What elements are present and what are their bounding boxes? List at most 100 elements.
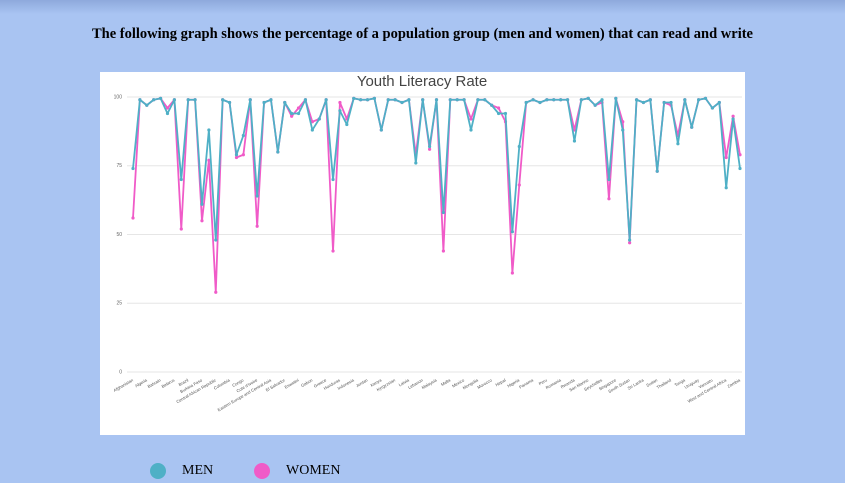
data-point <box>586 96 590 100</box>
data-point <box>738 166 742 171</box>
data-point <box>331 249 335 253</box>
data-point <box>290 114 294 118</box>
data-point <box>565 98 570 102</box>
x-tick-label: Peru <box>538 377 549 386</box>
data-point <box>179 227 183 231</box>
y-tick-label: 100 <box>114 94 123 100</box>
data-point <box>545 98 549 102</box>
data-point <box>579 98 583 102</box>
data-point <box>628 241 632 245</box>
data-point <box>483 98 487 102</box>
x-tick-label: Zambia <box>726 377 741 389</box>
data-point <box>621 128 625 132</box>
data-point <box>517 183 521 187</box>
x-tick-label: Greece <box>313 377 328 389</box>
data-point <box>290 111 294 116</box>
data-point <box>407 98 411 102</box>
data-point <box>607 197 611 201</box>
data-point <box>455 98 459 102</box>
data-point <box>593 103 597 107</box>
data-point <box>379 128 383 132</box>
data-point <box>317 117 321 121</box>
x-tick-label: Nepal <box>495 377 507 387</box>
data-point <box>731 117 735 121</box>
data-point <box>241 133 245 138</box>
data-point <box>303 98 308 102</box>
data-point <box>469 128 473 132</box>
data-point <box>207 128 211 132</box>
x-tick-label: Belarus <box>161 377 176 388</box>
data-point <box>538 100 542 105</box>
data-point <box>614 96 618 100</box>
data-point <box>207 158 211 162</box>
x-tick-label: Congo <box>231 377 245 388</box>
data-point <box>359 98 363 102</box>
y-tick-label: 50 <box>116 232 122 238</box>
data-point <box>338 100 342 105</box>
data-point <box>496 111 501 116</box>
data-point <box>262 100 266 105</box>
data-point <box>414 161 418 165</box>
data-point <box>179 177 183 182</box>
chart-title: Youth Literacy Rate <box>357 73 487 90</box>
data-point <box>710 106 715 110</box>
x-tick-label: Mexico <box>451 377 466 388</box>
legend-label: MEN <box>182 463 213 478</box>
x-tick-label: Malta <box>440 377 452 387</box>
data-point <box>158 96 163 100</box>
data-point <box>662 100 666 105</box>
data-point <box>200 202 204 206</box>
data-point <box>703 96 708 100</box>
data-point <box>428 147 432 151</box>
data-point <box>441 210 445 215</box>
data-point <box>552 98 556 102</box>
y-tick-label: 0 <box>119 369 122 375</box>
data-point <box>145 103 149 107</box>
data-point <box>214 290 218 294</box>
x-tick-label: Tonga <box>673 377 686 387</box>
data-point <box>524 100 528 105</box>
data-point <box>165 111 170 116</box>
data-point <box>421 98 425 102</box>
data-point <box>434 98 439 102</box>
data-point <box>690 125 694 129</box>
legend-marker <box>254 463 270 479</box>
data-point <box>255 194 259 198</box>
data-point <box>697 98 701 102</box>
data-point <box>724 155 728 160</box>
y-tick-label: 75 <box>116 163 122 169</box>
x-tick-label: Nigeria <box>506 377 521 388</box>
data-point <box>448 98 452 102</box>
data-point <box>234 153 239 157</box>
data-point <box>648 98 652 102</box>
x-tick-label: Jordan <box>355 377 369 388</box>
data-point <box>186 98 190 102</box>
data-point <box>462 98 466 102</box>
data-point <box>428 144 432 149</box>
data-point <box>269 98 273 102</box>
data-point <box>600 98 604 102</box>
data-point <box>634 98 639 102</box>
x-tick-label: Latvia <box>398 377 411 387</box>
data-point <box>131 166 135 171</box>
data-point <box>283 100 287 105</box>
data-point <box>386 98 390 102</box>
data-point <box>724 186 728 190</box>
x-tick-label: Gabon <box>300 377 314 388</box>
y-tick-label: 25 <box>116 301 122 307</box>
legend-marker <box>150 463 166 479</box>
data-point <box>607 177 611 182</box>
data-point <box>393 98 397 102</box>
data-point <box>476 98 480 102</box>
x-tick-label: Sudan <box>645 377 659 388</box>
data-point <box>234 155 239 160</box>
data-point <box>172 98 176 102</box>
data-point <box>372 96 377 100</box>
data-point <box>138 98 142 102</box>
data-point <box>214 238 218 242</box>
data-point <box>510 230 514 234</box>
data-point <box>152 98 156 102</box>
data-point <box>365 98 370 102</box>
data-point <box>324 98 328 102</box>
